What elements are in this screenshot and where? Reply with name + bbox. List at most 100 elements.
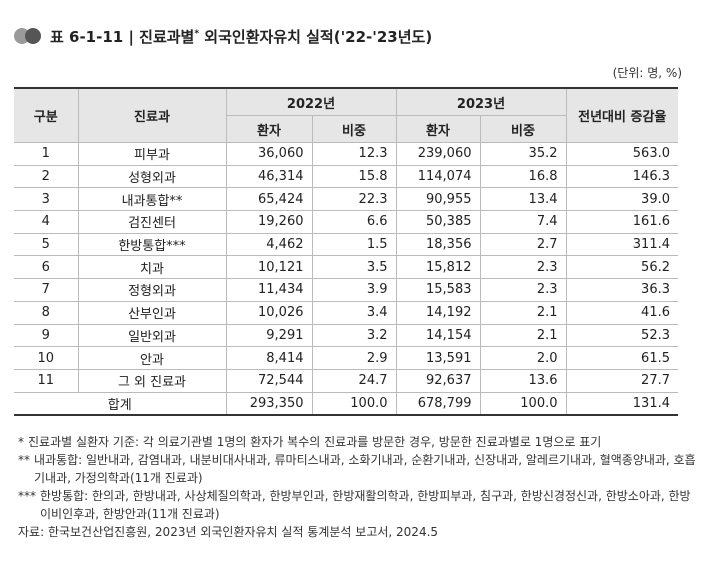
cell-p22: 11,434 — [225, 278, 313, 302]
cell-dept: 일반외과 — [77, 323, 227, 348]
cell-g: 161.6 — [565, 210, 678, 234]
cell-p23: 13,591 — [395, 346, 481, 370]
table-row: 5 한방통합*** 4,462 1.5 18,356 2.7 311.4 — [14, 232, 678, 257]
cell-p23: 15,812 — [395, 255, 481, 280]
total-row: 합계 293,350 100.0 678,799 100.0 131.4 — [14, 391, 678, 416]
cell-g: 56.2 — [565, 255, 678, 280]
cell-g: 36.3 — [565, 278, 678, 302]
header-patients-2022: 환자 — [226, 115, 313, 143]
title-rest: 외국인환자유치 실적('22-'23년도) — [199, 27, 433, 46]
cell-g: 39.0 — [565, 187, 678, 212]
cell-p22: 9,291 — [225, 323, 313, 348]
cell-g: 61.5 — [565, 346, 678, 370]
cell-r22: 3.2 — [311, 323, 397, 348]
cell-dept: 안과 — [77, 346, 227, 370]
footnote-1: * 진료과별 실환자 기준: 각 의료기관별 1명의 환자가 복수의 진료과를 … — [18, 433, 698, 451]
cell-p23: 18,356 — [395, 232, 481, 257]
cell-r22: 15.8 — [311, 164, 397, 189]
cell-dept: 치과 — [77, 255, 227, 280]
cell-no: 10 — [14, 346, 79, 370]
cell-r22: 3.4 — [311, 300, 397, 325]
data-table: 구분 진료과 2022년 2023년 전년대비 증감율 환자 비중 환자 비중 … — [14, 87, 678, 416]
total-g: 131.4 — [565, 391, 678, 416]
cell-p22: 72,544 — [225, 368, 313, 393]
cell-g: 146.3 — [565, 164, 678, 189]
table-title: 표 6-1-11 | 진료과별 * 외국인환자유치 실적('22-'23년도) — [14, 24, 432, 48]
cell-g: 311.4 — [565, 232, 678, 257]
cell-no: 2 — [14, 164, 79, 189]
cell-dept: 성형외과 — [77, 164, 227, 189]
header-category: 구분 — [14, 87, 79, 143]
cell-g: 563.0 — [565, 142, 678, 166]
cell-dept: 피부과 — [77, 142, 227, 166]
cell-p23: 50,385 — [395, 210, 481, 234]
cell-g: 41.6 — [565, 300, 678, 325]
cell-r23: 2.7 — [479, 232, 567, 257]
cell-p22: 19,260 — [225, 210, 313, 234]
cell-r23: 16.8 — [479, 164, 567, 189]
cell-p22: 10,121 — [225, 255, 313, 280]
header-2023: 2023년 — [395, 87, 567, 116]
cell-g: 52.3 — [565, 323, 678, 348]
table-row: 7 정형외과 11,434 3.9 15,583 2.3 36.3 — [14, 278, 678, 302]
cell-r23: 13.6 — [479, 368, 567, 393]
footnote-3: *** 한방통합: 한의과, 한방내과, 사상체질의학과, 한방부인과, 한방재… — [18, 487, 698, 523]
cell-r23: 13.4 — [479, 187, 567, 212]
table-row: 10 안과 8,414 2.9 13,591 2.0 61.5 — [14, 346, 678, 370]
header-ratio-2022: 비중 — [311, 115, 397, 143]
unit-label: (단위: 명, %) — [612, 66, 682, 80]
cell-r23: 2.1 — [479, 323, 567, 348]
cell-dept: 산부인과 — [77, 300, 227, 325]
footnote-text: 내과통합: 일반내과, 감염내과, 내분비대사내과, 류마티스내과, 소화기내과… — [34, 453, 696, 485]
table-row: 6 치과 10,121 3.5 15,812 2.3 56.2 — [14, 255, 678, 280]
cell-r23: 35.2 — [479, 142, 567, 166]
footnote-mark: ** — [18, 453, 30, 467]
cell-p23: 114,074 — [395, 164, 481, 189]
cell-r22: 3.9 — [311, 278, 397, 302]
cell-p23: 239,060 — [395, 142, 481, 166]
cell-p23: 90,955 — [395, 187, 481, 212]
cell-no: 11 — [14, 368, 79, 393]
source-note: 자료: 한국보건산업진흥원, 2023년 외국인환자유치 실적 통계분석 보고서… — [18, 525, 439, 539]
table-row: 2 성형외과 46,314 15.8 114,074 16.8 146.3 — [14, 164, 678, 189]
cell-dept: 한방통합*** — [77, 232, 227, 257]
cell-no: 1 — [14, 142, 79, 166]
footnote-text: 한방통합: 한의과, 한방내과, 사상체질의학과, 한방부인과, 한방재활의학과… — [40, 489, 691, 521]
cell-r23: 2.1 — [479, 300, 567, 325]
cell-r22: 12.3 — [311, 142, 397, 166]
footnote-mark: * — [18, 435, 24, 449]
cell-no: 7 — [14, 278, 79, 302]
cell-dept: 내과통합** — [77, 187, 227, 212]
table-row: 4 검진센터 19,260 6.6 50,385 7.4 161.6 — [14, 210, 678, 234]
cell-r23: 2.3 — [479, 255, 567, 280]
footnote-2: ** 내과통합: 일반내과, 감염내과, 내분비대사내과, 류마티스내과, 소화… — [18, 451, 698, 487]
cell-r22: 2.9 — [311, 346, 397, 370]
footnotes: * 진료과별 실환자 기준: 각 의료기관별 1명의 환자가 복수의 진료과를 … — [18, 433, 698, 541]
table-row: 1 피부과 36,060 12.3 239,060 35.2 563.0 — [14, 142, 678, 166]
title-sup: * — [194, 29, 200, 39]
total-p22: 293,350 — [225, 391, 313, 416]
cell-r23: 2.3 — [479, 278, 567, 302]
cell-r22: 24.7 — [311, 368, 397, 393]
header-patients-2023: 환자 — [395, 115, 481, 143]
cell-no: 3 — [14, 187, 79, 212]
total-r23: 100.0 — [479, 391, 567, 416]
header-2022: 2022년 — [225, 87, 397, 116]
table-body: 1 피부과 36,060 12.3 239,060 35.2 563.0 2 성형외과 46,31… — [14, 142, 678, 416]
title-prefix: 표 6-1-11 | 진료과별 — [50, 27, 195, 46]
cell-p23: 14,192 — [395, 300, 481, 325]
footnote-text: 진료과별 실환자 기준: 각 의료기관별 1명의 환자가 복수의 진료과를 방문… — [28, 435, 602, 449]
table-row: 9 일반외과 9,291 3.2 14,154 2.1 52.3 — [14, 323, 678, 348]
cell-no: 4 — [14, 210, 79, 234]
cell-p22: 10,026 — [225, 300, 313, 325]
cell-dept: 정형외과 — [77, 278, 227, 302]
header-ratio-2023: 비중 — [479, 115, 566, 143]
total-p23: 678,799 — [395, 391, 481, 416]
cell-p22: 36,060 — [225, 142, 313, 166]
cell-r22: 1.5 — [311, 232, 397, 257]
footnote-mark: *** — [18, 489, 36, 503]
cell-r22: 6.6 — [311, 210, 397, 234]
cell-r23: 7.4 — [479, 210, 567, 234]
cell-p22: 4,462 — [225, 232, 313, 257]
cell-g: 27.7 — [565, 368, 678, 393]
